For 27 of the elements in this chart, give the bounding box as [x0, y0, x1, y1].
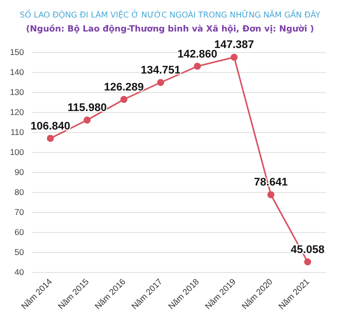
data-label: 126.289	[104, 81, 144, 94]
chart-subtitle: (Nguồn: Bộ Lao động-Thương binh và Xã hội, Đơn vị: Người )	[26, 24, 314, 34]
y-tick-label: 110	[10, 127, 24, 137]
y-tick-label: 70	[14, 207, 24, 217]
point	[84, 116, 91, 124]
y-tick-label: 100	[10, 147, 24, 157]
point	[120, 96, 128, 103]
y-tick-label: 60	[14, 227, 24, 237]
point	[230, 54, 238, 61]
point	[157, 79, 164, 86]
data-label: 115.980	[68, 102, 107, 114]
point	[46, 134, 54, 142]
y-tick-label: 50	[14, 247, 24, 257]
y-tick-label: 130	[10, 87, 24, 97]
y-tick-label: 80	[14, 187, 24, 197]
y-tick-label: 150	[10, 47, 24, 57]
point	[304, 258, 312, 266]
data-label: 134.751	[140, 64, 181, 76]
point	[267, 191, 274, 198]
chart-title: SỐ LAO ĐỘNG ĐI LÀM VIỆC Ở NƯỚC NGOÀI TRONG NHỮNG NĂM GẦN ĐÂY	[20, 8, 320, 20]
y-tick-label: 40	[14, 267, 24, 277]
y-tick-label: 140	[10, 67, 24, 77]
data-label: 142.860	[177, 48, 218, 60]
point	[194, 62, 201, 70]
y-tick-label: 120	[10, 107, 24, 117]
y-tick-label: 90	[14, 167, 24, 177]
data-label: 106.840	[30, 120, 70, 132]
